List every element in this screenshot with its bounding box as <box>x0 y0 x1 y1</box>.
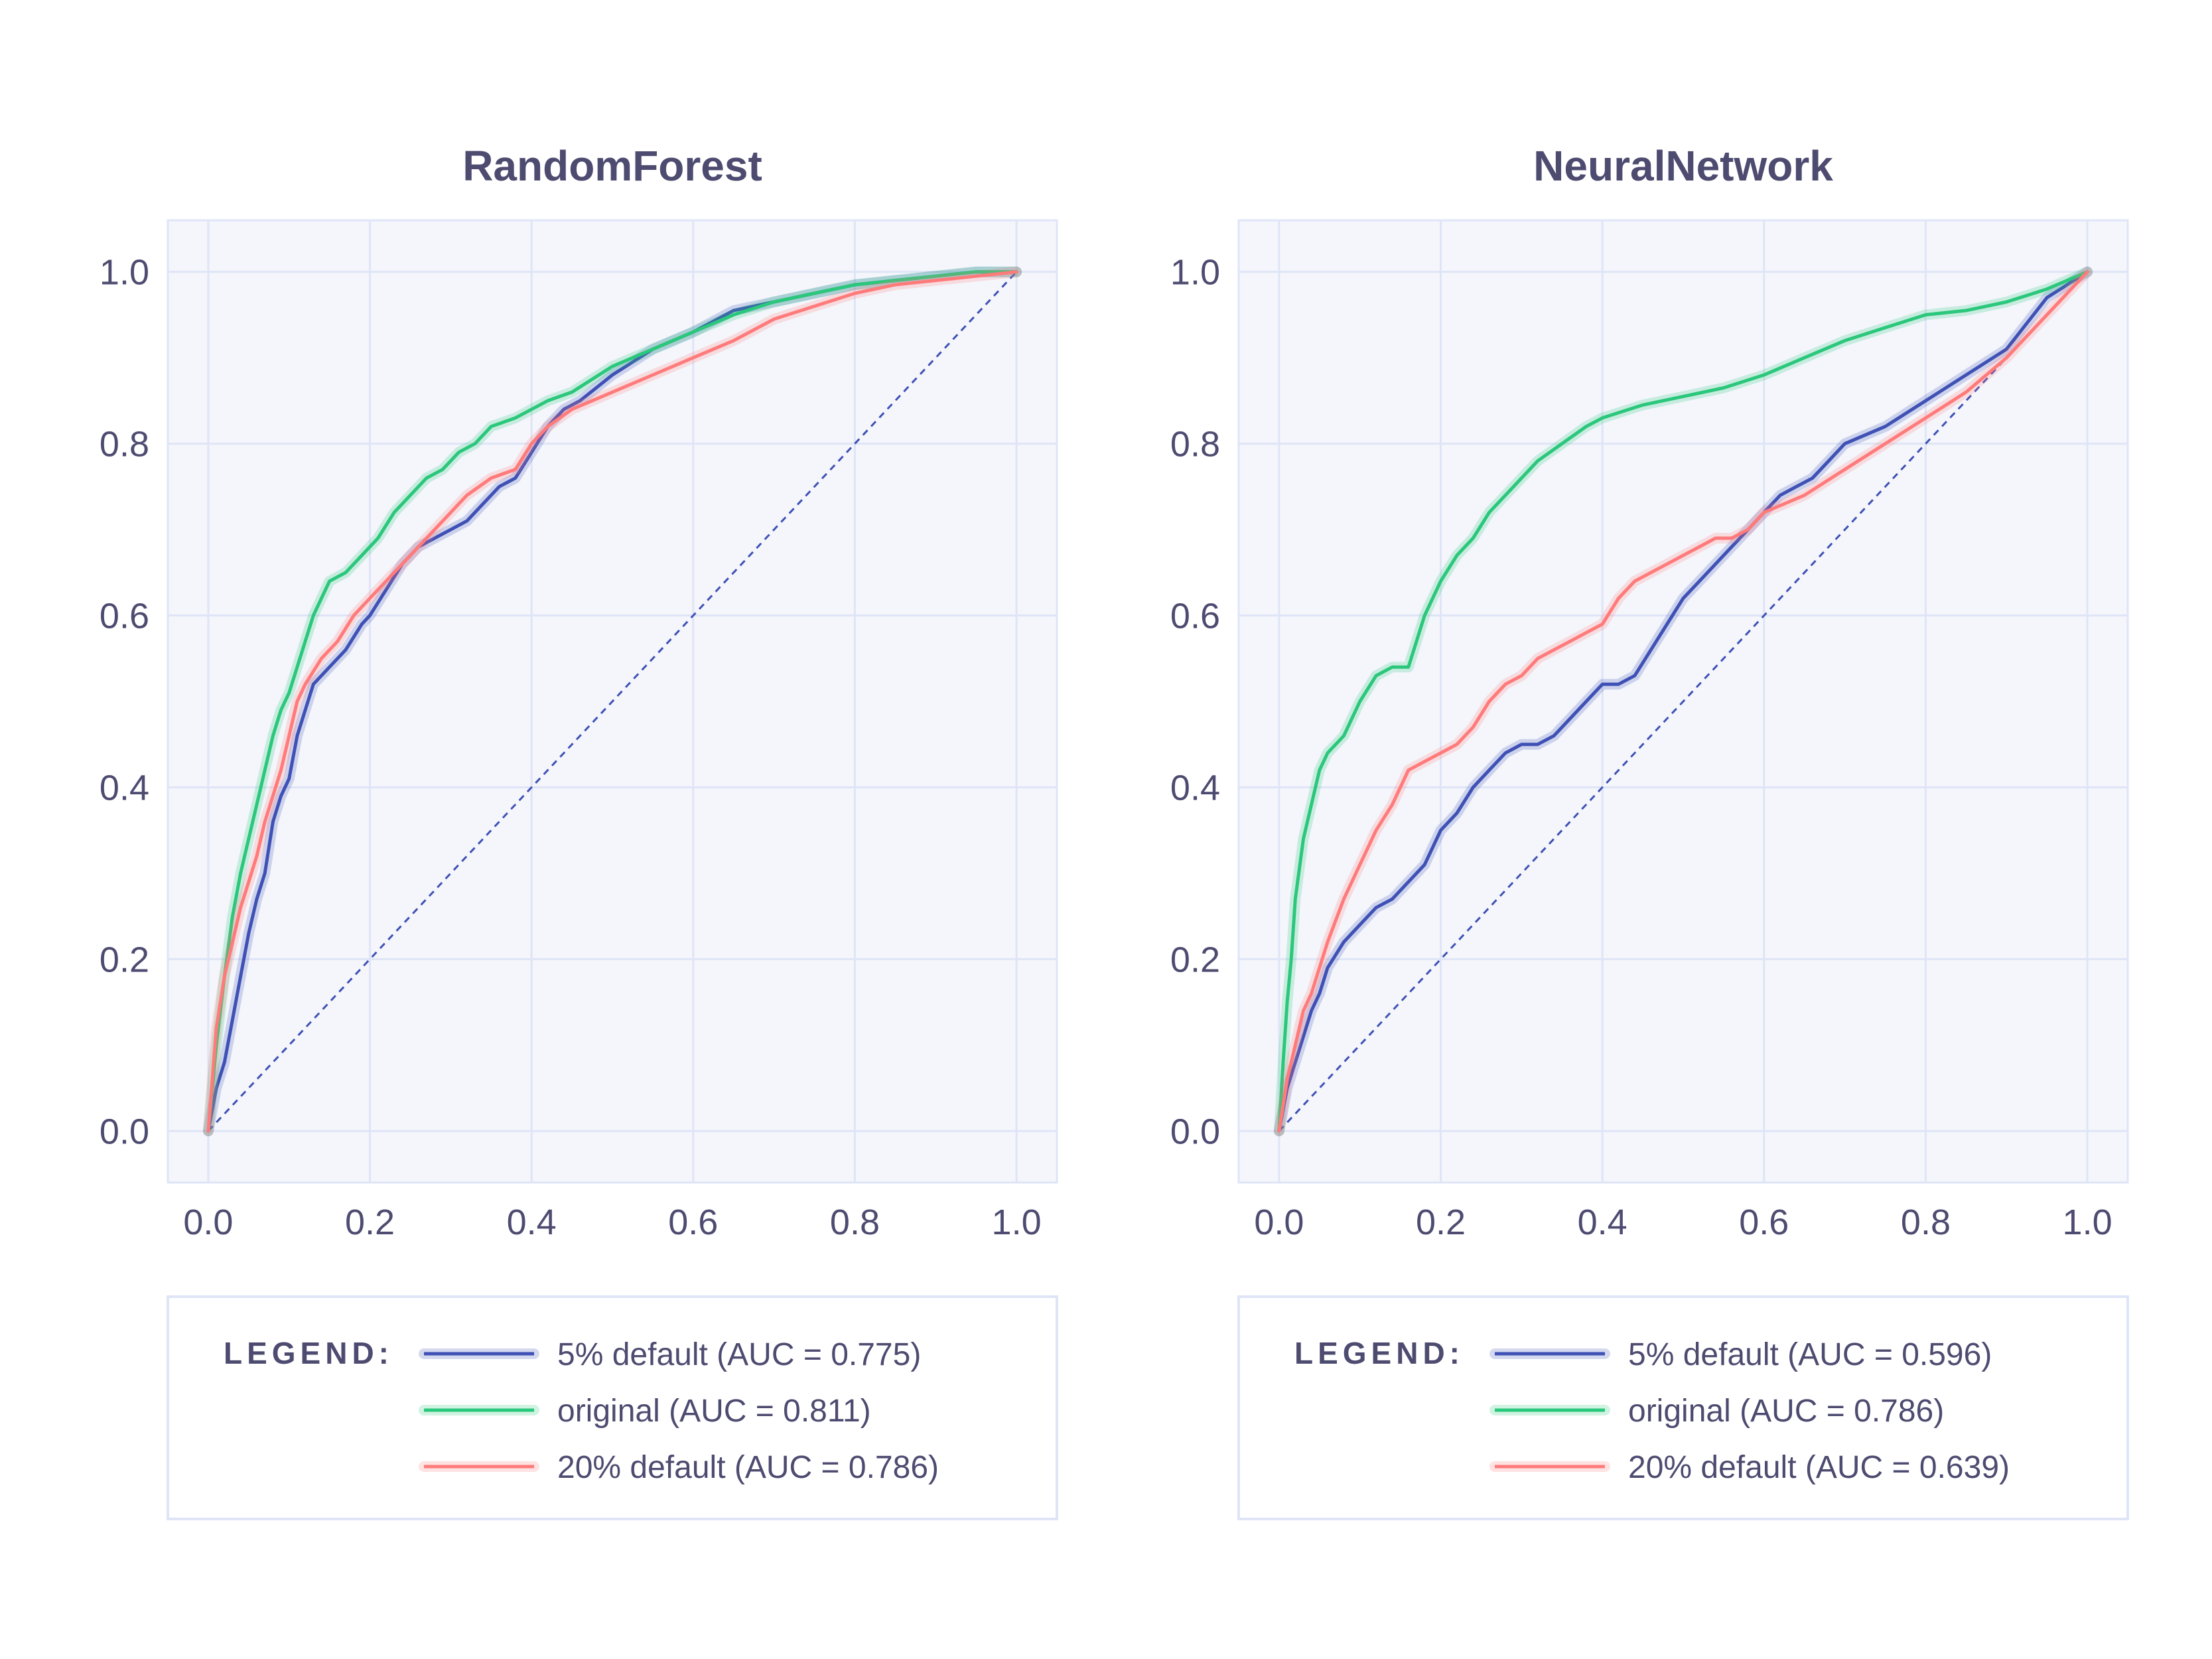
series-line <box>1277 270 2089 1133</box>
y-tick-label: 1.0 <box>1170 253 1220 293</box>
series-line <box>206 270 1018 1133</box>
series-line <box>206 270 1018 1133</box>
series-line <box>206 270 1018 1133</box>
series-line <box>1277 270 2089 1133</box>
y-tick-label: 1.0 <box>100 253 149 293</box>
series-line <box>1277 270 2089 1133</box>
y-tick-label: 0.8 <box>1170 425 1220 465</box>
y-tick-label: 0.0 <box>100 1112 149 1151</box>
y-tick-label: 0.2 <box>100 940 149 979</box>
legend: LEGEND: 5% default (AUC = 0.596) original … <box>1237 1295 2129 1520</box>
x-tick-label: 0.2 <box>1416 1202 1466 1242</box>
legend-label: 20% default (AUC = 0.786) <box>557 1450 939 1485</box>
x-tick-label: 0.0 <box>1254 1202 1304 1242</box>
y-tick-label: 0.6 <box>1170 597 1220 636</box>
legend: LEGEND: 5% default (AUC = 0.775) original … <box>167 1295 1058 1520</box>
chart-title: RandomForest <box>462 142 762 190</box>
grid <box>1239 220 2128 1183</box>
y-tick-label: 0.2 <box>1170 940 1220 979</box>
legend-label: 5% default (AUC = 0.596) <box>1628 1337 1992 1372</box>
diagonal-reference-line <box>207 271 1018 1132</box>
legend-label: 20% default (AUC = 0.639) <box>1628 1450 2010 1485</box>
x-tick-label: 0.0 <box>183 1202 233 1242</box>
chart-title: NeuralNetwork <box>1533 142 1833 190</box>
legend-label: 5% default (AUC = 0.775) <box>557 1337 921 1372</box>
legend-title: LEGEND: <box>224 1336 393 1370</box>
x-tick-label: 0.4 <box>1578 1202 1627 1242</box>
x-tick-label: 1.0 <box>2063 1202 2112 1242</box>
y-tick-label: 0.8 <box>100 425 149 465</box>
x-tick-label: 0.8 <box>830 1202 880 1242</box>
chart-2: NeuralNetwork 0.0 0.2 0.4 0.6 0.8 1.0 0.0 0.2 0.4… <box>1170 142 2129 1520</box>
x-tick-label: 0.2 <box>345 1202 395 1242</box>
chart-1: RandomForest 0.0 0.2 0.4 0.6 0.8 1.0 0.0 0.2 0.4 0… <box>100 142 1058 1520</box>
grid <box>168 220 1057 1183</box>
x-tick-label: 0.4 <box>507 1202 557 1242</box>
y-tick-label: 0.0 <box>1170 1112 1220 1151</box>
legend-title: LEGEND: <box>1294 1336 1464 1370</box>
legend-box <box>1237 1295 2129 1520</box>
legend-label: original (AUC = 0.786) <box>1628 1394 1944 1429</box>
y-tick-label: 0.4 <box>100 768 149 808</box>
legend-box <box>167 1295 1058 1520</box>
x-tick-label: 0.6 <box>1739 1202 1789 1242</box>
x-tick-label: 1.0 <box>992 1202 1042 1242</box>
x-tick-label: 0.8 <box>1901 1202 1951 1242</box>
x-tick-label: 0.6 <box>668 1202 718 1242</box>
y-tick-label: 0.6 <box>100 597 149 636</box>
y-tick-label: 0.4 <box>1170 768 1220 808</box>
diagonal-reference-line <box>1278 271 2089 1132</box>
legend-label: original (AUC = 0.811) <box>557 1394 871 1429</box>
